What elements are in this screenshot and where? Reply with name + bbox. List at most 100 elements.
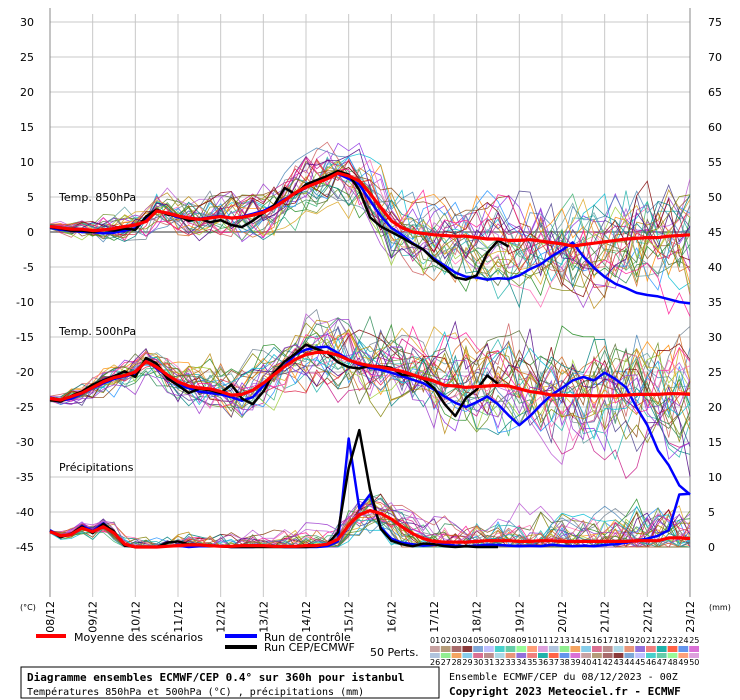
perts-bottom-label: 37 — [549, 658, 559, 667]
x-tick-label: 12/12 — [215, 601, 228, 633]
perts-swatch-bottom — [678, 653, 689, 658]
y-right-tick-label: 75 — [708, 16, 722, 29]
t500-mean-line — [49, 350, 691, 402]
perts-swatch-bottom — [689, 653, 699, 658]
perts-swatch-top — [667, 646, 678, 652]
x-tick-label: 16/12 — [385, 601, 398, 633]
y-right-tick-label: 70 — [708, 51, 722, 64]
y-left-tick-label: 0 — [27, 226, 34, 239]
y-right-tick-label: 55 — [708, 156, 722, 169]
perts-bottom-label: 35 — [527, 658, 537, 667]
ensemble-member-line — [49, 166, 691, 310]
perts-bottom-label: 43 — [614, 658, 624, 667]
highlight-series — [49, 169, 691, 549]
perts-bottom-label: 32 — [495, 658, 505, 667]
perts-top-label: 20 — [635, 636, 645, 645]
ensemble-member-line — [49, 318, 691, 441]
perts-top-label: 25 — [689, 636, 699, 645]
legend: Moyenne des scénarios Run de contrôle Ru… — [36, 631, 699, 667]
ensemble-member-line — [49, 338, 691, 455]
perts-swatch-top — [516, 646, 527, 652]
x-tick-label: 08/12 — [44, 601, 57, 633]
x-tick-label: 17/12 — [428, 601, 441, 633]
perts-bottom-label: 45 — [635, 658, 645, 667]
ensemble-member-line — [49, 332, 691, 460]
perts-top-label: 07 — [495, 636, 505, 645]
perts-swatch-top — [613, 646, 624, 652]
perts-swatch-top — [430, 646, 440, 652]
y-right-tick-label: 15 — [708, 436, 722, 449]
x-tick-label: 21/12 — [599, 601, 612, 633]
perts-bottom-label: 46 — [646, 658, 656, 667]
perts-swatch-top — [689, 646, 699, 652]
y-left-tick-label: -15 — [16, 331, 34, 344]
footer-copyright: Copyright 2023 Meteociel.fr - ECMWF — [449, 685, 681, 698]
y-right-tick-label: 10 — [708, 471, 722, 484]
perts-top-label: 13 — [560, 636, 570, 645]
perts-top-label: 12 — [549, 636, 559, 645]
footer-run-info: Ensemble ECMWF/CEP du 08/12/2023 - 00Z — [449, 672, 678, 683]
perts-swatch-top — [624, 646, 635, 652]
perts-legend-grid: 01 02 03 04 05 06 07 08 09 10 11 12 13 14 15 16 17 18 19 20… — [430, 636, 699, 667]
y-left-tick-label: -40 — [16, 506, 34, 519]
x-tick-label: 14/12 — [300, 601, 313, 633]
perts-bottom-label: 28 — [452, 658, 462, 667]
perts-swatch-top — [473, 646, 483, 652]
y-right-tick-label: 25 — [708, 366, 722, 379]
perts-top-label: 10 — [527, 636, 537, 645]
y-right-unit: (mm) — [709, 603, 731, 612]
y-left-tick-label: 10 — [20, 156, 34, 169]
perts-swatch-bottom — [548, 653, 559, 658]
precip-mean-line — [49, 509, 691, 549]
perts-swatch-top — [581, 646, 591, 652]
perts-swatch-bottom — [656, 653, 667, 658]
y-left-tick-label: 30 — [20, 16, 34, 29]
perts-swatch-top — [440, 646, 451, 652]
perts-swatch-top — [548, 646, 559, 652]
footer-subtitle: Températures 850hPa et 500hPa (°C) , pré… — [27, 686, 364, 698]
perts-swatch-bottom — [646, 653, 656, 658]
perts-swatch-bottom — [559, 653, 570, 658]
perts-swatch-bottom — [527, 653, 537, 658]
perts-swatch-top — [538, 646, 548, 652]
perts-swatch-top — [602, 646, 613, 652]
x-tick-label: 19/12 — [513, 601, 526, 633]
perts-top-label: 22 — [657, 636, 667, 645]
perts-swatch-bottom — [505, 653, 516, 658]
legend-perts-label: 50 Perts. — [370, 646, 419, 659]
perts-top-label: 18 — [614, 636, 624, 645]
y-left-tick-label: 25 — [20, 51, 34, 64]
y-left-tick-label: -45 — [16, 541, 34, 554]
x-axis: 08/12 09/12 10/12 11/12 12/12 13/12 14/12 15/12… — [44, 601, 697, 633]
perts-swatch-bottom — [570, 653, 581, 658]
perts-bottom-label: 50 — [689, 658, 699, 667]
perts-top-label: 24 — [678, 636, 688, 645]
y-left-tick-label: -20 — [16, 366, 34, 379]
perts-bottom-label: 49 — [678, 658, 688, 667]
perts-bottom-label: 39 — [570, 658, 580, 667]
ensemble-member-line — [49, 157, 691, 317]
perts-swatch-top — [484, 646, 494, 652]
footer-box — [20, 666, 440, 699]
perts-top-label: 08 — [506, 636, 516, 645]
x-tick-label: 13/12 — [257, 601, 270, 633]
perts-top-label: 17 — [603, 636, 613, 645]
perts-swatch-bottom — [538, 653, 548, 658]
y-left-tick-label: -30 — [16, 436, 34, 449]
y-right-tick-label: 20 — [708, 401, 722, 414]
perts-bottom-label: 36 — [538, 658, 548, 667]
t850-mean-line — [49, 171, 691, 248]
legend-mean-label: Moyenne des scénarios — [74, 631, 203, 644]
footer-title: Diagramme ensembles ECMWF/CEP 0.4° sur 3… — [27, 671, 405, 684]
perts-bottom-label: 34 — [516, 658, 526, 667]
perts-swatch-bottom — [462, 653, 473, 658]
perts-swatch-top — [505, 646, 516, 652]
y-right-tick-label: 5 — [708, 506, 715, 519]
y-left-tick-label: -35 — [16, 471, 34, 484]
t850-cep-line — [49, 169, 510, 281]
perts-swatch-bottom — [484, 653, 494, 658]
perts-swatch-bottom — [613, 653, 624, 658]
perts-top-label: 01 — [430, 636, 440, 645]
perts-bottom-label: 40 — [581, 658, 591, 667]
y-right-tick-label: 65 — [708, 86, 722, 99]
